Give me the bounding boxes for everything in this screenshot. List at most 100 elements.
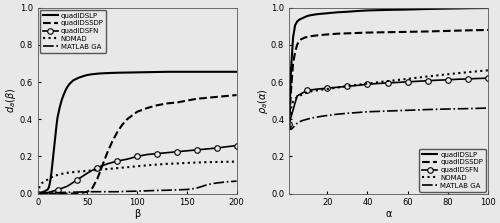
quadIDSFN (324, 87, 330, 89)
quadIDSFN (294, 95, 300, 97)
quadIDSLP (34, 192, 40, 195)
MATLAB GA (104, 190, 110, 193)
quadIDSSDP (60, 192, 66, 195)
MATLAB GA (302, 118, 308, 121)
quadIDSFN (64, 185, 70, 188)
quadIDSFN (424, 79, 430, 82)
quadIDSLP (294, 20, 300, 23)
NOMAD (84, 169, 90, 172)
quadIDSSDP (154, 104, 160, 107)
quadIDSFN (334, 86, 340, 89)
NOMAD (38, 182, 44, 185)
MATLAB GA (84, 190, 90, 193)
MATLAB GA (199, 185, 205, 188)
quadIDSLP (304, 15, 310, 17)
MATLAB GA (294, 122, 300, 125)
quadIDSLP (90, 73, 96, 76)
quadIDSLP (286, 122, 292, 124)
NOMAD (214, 161, 220, 163)
quadIDSSDP (404, 31, 410, 33)
quadIDSFN (44, 191, 51, 194)
MATLAB GA (154, 189, 160, 192)
quadIDSFN (224, 145, 230, 148)
Line: MATLAB GA: MATLAB GA (289, 108, 488, 129)
quadIDSSDP (344, 32, 350, 35)
quadIDSSDP (214, 96, 220, 98)
quadIDSFN (434, 79, 440, 82)
quadIDSLP (54, 116, 60, 119)
quadIDSFN (214, 147, 220, 149)
quadIDSSDP (308, 35, 314, 37)
MATLAB GA (300, 119, 306, 122)
MATLAB GA (44, 192, 51, 194)
quadIDSSDP (234, 94, 239, 96)
MATLAB GA (324, 114, 330, 117)
quadIDSLP (465, 7, 471, 10)
quadIDSSDP (40, 192, 46, 195)
quadIDSFN (304, 89, 310, 92)
quadIDSSDP (74, 192, 80, 195)
NOMAD (64, 171, 70, 174)
quadIDSFN (84, 172, 90, 174)
quadIDSFN (485, 77, 491, 79)
NOMAD (154, 163, 160, 166)
quadIDSLP (344, 10, 350, 13)
quadIDSLP (164, 70, 170, 73)
MATLAB GA (208, 182, 214, 185)
X-axis label: β: β (134, 209, 140, 219)
MATLAB GA (194, 187, 200, 189)
quadIDSSDP (94, 177, 100, 180)
NOMAD (404, 78, 410, 80)
MATLAB GA (174, 188, 180, 191)
NOMAD (174, 162, 180, 165)
NOMAD (42, 179, 48, 182)
quadIDSSDP (445, 30, 451, 32)
quadIDSFN (134, 155, 140, 158)
MATLAB GA (290, 126, 296, 129)
NOMAD (445, 73, 451, 76)
quadIDSFN (234, 144, 239, 147)
NOMAD (184, 162, 190, 164)
Legend: quadIDSLP, quadIDSSDP, quadIDSFN, NOMAD, MATLAB GA: quadIDSLP, quadIDSSDP, quadIDSFN, NOMAD,… (40, 10, 106, 53)
MATLAB GA (34, 192, 40, 195)
NOMAD (344, 85, 350, 87)
quadIDSFN (344, 85, 350, 88)
NOMAD (44, 178, 51, 181)
MATLAB GA (354, 111, 360, 114)
quadIDSFN (154, 152, 160, 155)
MATLAB GA (74, 191, 80, 193)
quadIDSLP (354, 10, 360, 12)
NOMAD (164, 163, 170, 165)
MATLAB GA (304, 118, 310, 121)
quadIDSFN (445, 78, 451, 81)
quadIDSSDP (144, 107, 150, 109)
NOMAD (302, 92, 308, 95)
quadIDSSDP (384, 31, 390, 33)
NOMAD (234, 160, 239, 163)
quadIDSFN (354, 84, 360, 87)
NOMAD (40, 181, 46, 183)
quadIDSSDP (292, 51, 298, 54)
MATLAB GA (320, 115, 326, 117)
quadIDSLP (298, 17, 304, 20)
quadIDSSDP (334, 32, 340, 35)
quadIDSSDP (34, 192, 40, 195)
quadIDSSDP (296, 40, 302, 42)
MATLAB GA (214, 182, 220, 184)
quadIDSLP (334, 11, 340, 14)
NOMAD (60, 172, 66, 175)
quadIDSLP (78, 76, 84, 78)
MATLAB GA (445, 108, 451, 110)
NOMAD (50, 175, 56, 178)
Line: quadIDSFN: quadIDSFN (35, 143, 240, 196)
quadIDSSDP (90, 187, 96, 189)
MATLAB GA (64, 191, 70, 194)
quadIDSSDP (100, 164, 105, 167)
NOMAD (384, 80, 390, 83)
NOMAD (34, 192, 40, 195)
quadIDSLP (44, 189, 50, 192)
NOMAD (36, 185, 43, 188)
MATLAB GA (314, 116, 320, 118)
NOMAD (292, 97, 298, 100)
quadIDSFN (104, 163, 110, 165)
